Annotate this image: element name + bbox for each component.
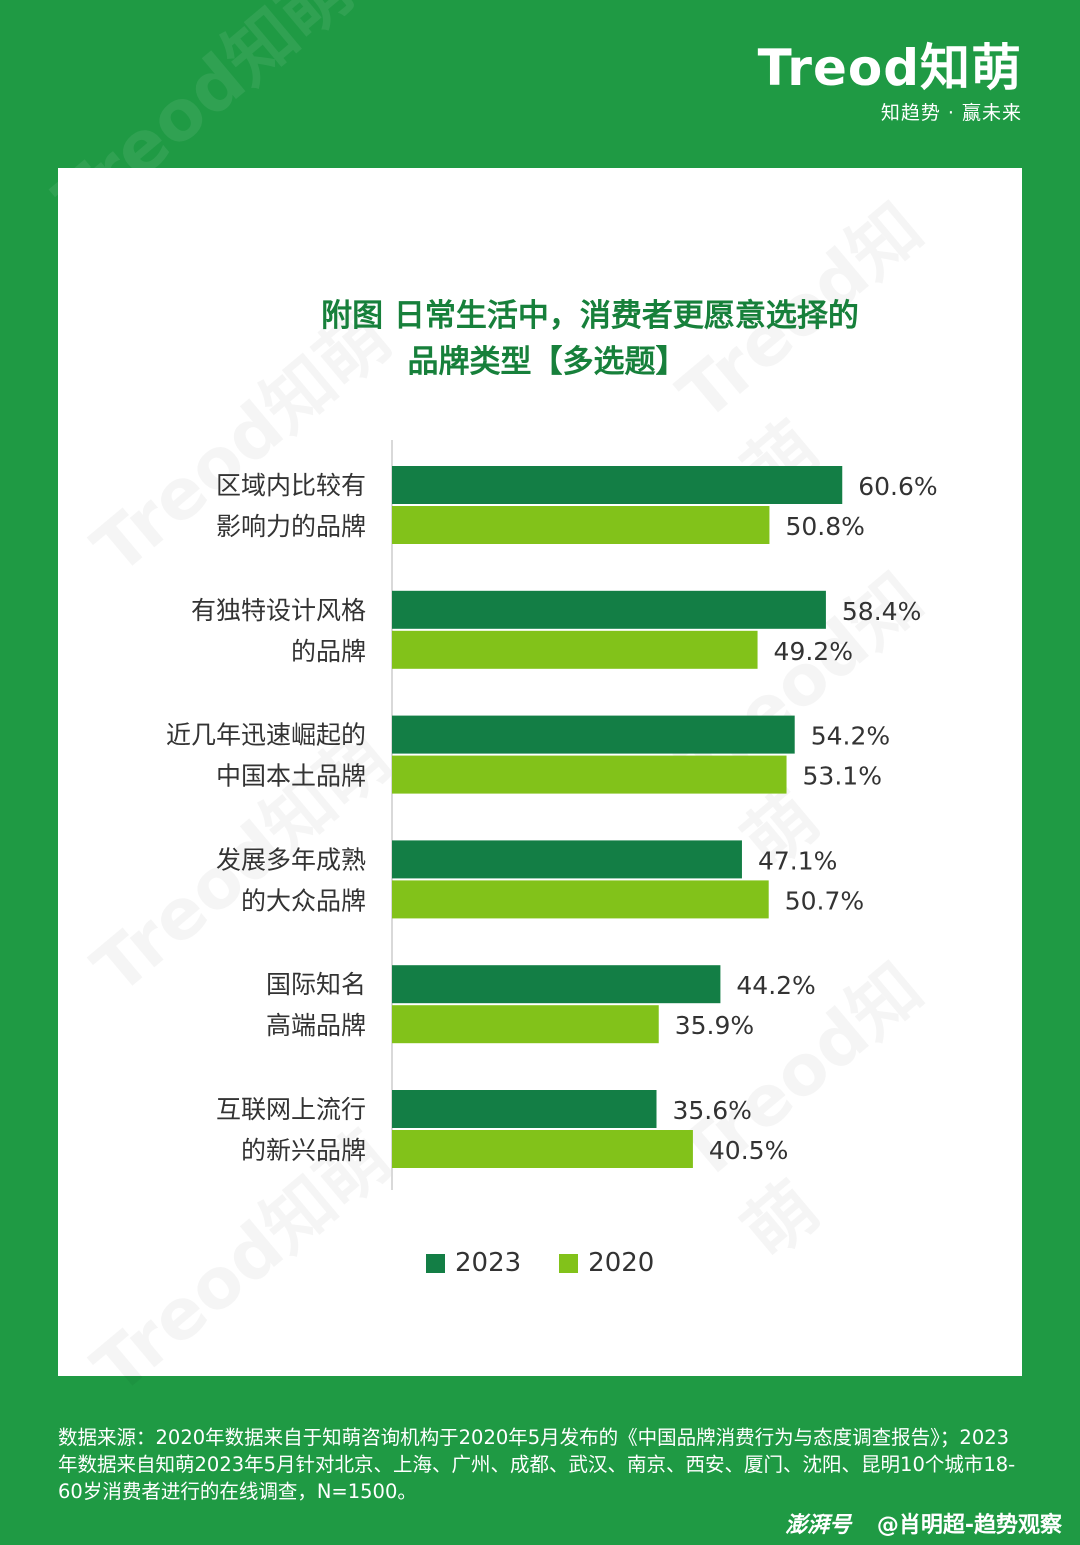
chart-title-line2: 品牌类型【多选题】 (407, 344, 687, 380)
chart-legend: 2023 2020 (426, 1248, 654, 1278)
category-label: 有独特设计风格的品牌 (191, 596, 366, 666)
bar-2020 (392, 755, 787, 794)
bar-2020 (392, 880, 769, 919)
logo-tagline: 知趋势 · 赢未来 (880, 102, 1022, 124)
data-label-2020: 50.8% (785, 512, 864, 541)
category-label: 近几年迅速崛起的中国本土品牌 (166, 721, 366, 791)
bar-2023 (392, 965, 721, 1004)
brand-logo: Treod知萌 知趋势 · 赢未来 (758, 40, 1022, 125)
chart-title-line1: 附图 日常生活中，消费者更愿意选择的 (321, 298, 859, 334)
data-label-2020: 35.9% (675, 1011, 754, 1040)
bar-2020 (392, 1005, 659, 1044)
bar-2023 (392, 466, 843, 504)
legend-item-2020: 2020 (559, 1248, 654, 1278)
bar-2023 (392, 590, 826, 629)
chart-card: Treod知萌 Treod知萌 Treod知萌 Treod知萌 Treod知萌 … (58, 168, 1022, 1410)
data-label-2020: 50.7% (785, 886, 864, 915)
category-label: 发展多年成熟的大众品牌 (216, 845, 366, 915)
bar-2020 (392, 1130, 693, 1168)
platform-logo: 澎湃号 (785, 1513, 852, 1538)
legend-swatch-2023 (426, 1253, 445, 1273)
bar-2020 (392, 630, 758, 669)
bar-2023 (392, 840, 742, 879)
source-note: 数据来源：2020年数据来自于知萌咨询机构于2020年5月发布的《中国品牌消费行… (58, 1426, 1016, 1503)
data-label-2020: 53.1% (803, 762, 882, 791)
data-label-2023: 35.6% (673, 1096, 752, 1125)
legend-item-2023: 2023 (426, 1248, 521, 1278)
legend-swatch-2020 (559, 1253, 579, 1273)
chart-title: 附图 日常生活中，消费者更愿意选择的 品牌类型【多选题】 (58, 293, 1022, 385)
data-label-2023: 44.2% (736, 971, 815, 1000)
data-label-2023: 54.2% (811, 722, 890, 751)
category-label: 国际知名高端品牌 (266, 970, 366, 1040)
data-label-2023: 60.6% (858, 472, 937, 501)
logo-text: Treod知萌 (757, 39, 1022, 97)
category-label: 区域内比较有影响力的品牌 (216, 471, 366, 541)
bar-2023 (392, 715, 795, 754)
data-label-2020: 40.5% (709, 1136, 788, 1165)
legend-label-2023: 2023 (455, 1248, 522, 1278)
bar-chart: 区域内比较有影响力的品牌 60.6% 50.8% 有独特设计风格的品牌 58.4% 49.… (166, 440, 938, 1190)
legend-label-2020: 2020 (588, 1248, 655, 1278)
data-label-2023: 47.1% (758, 846, 837, 875)
data-label-2023: 58.4% (842, 597, 921, 626)
bar-2020 (392, 506, 770, 544)
category-label: 互联网上流行的新兴品牌 (216, 1095, 366, 1165)
data-label-2020: 49.2% (774, 637, 853, 666)
bar-2023 (392, 1090, 657, 1128)
author-handle: @肖明超-趋势观察 (876, 1513, 1062, 1538)
credit: 澎湃号 @肖明超-趋势观察 (785, 1507, 1062, 1539)
